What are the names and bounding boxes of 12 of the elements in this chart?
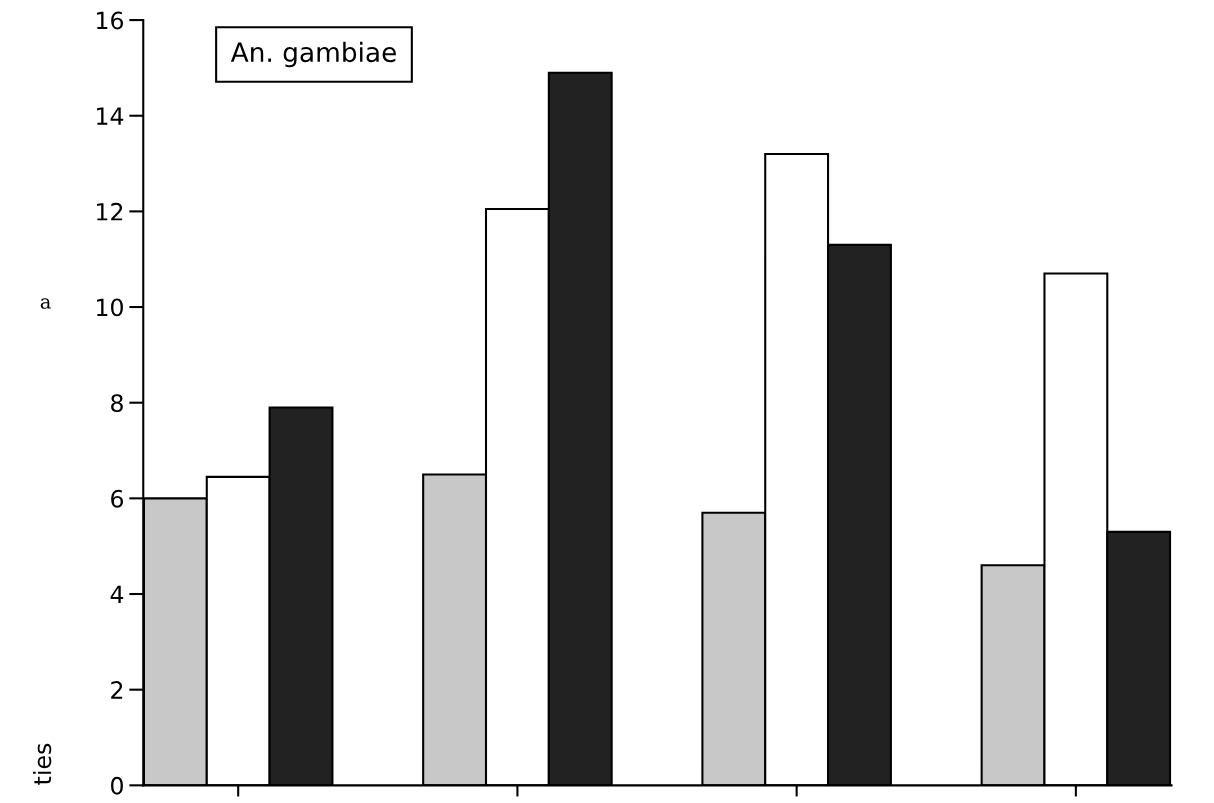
y-tick-label: 8 [111,394,123,413]
y-tick-label: 0 [111,776,123,795]
y-tick-label: 2 [111,681,123,699]
y-axis-title: ties [33,743,52,785]
y-tick-label: 6 [111,489,124,508]
y-tick-label: 4 [110,585,124,603]
y-tick-label: 16 [97,11,124,30]
text: a [40,298,51,309]
annotation: An. gambiae [230,41,396,68]
y-tick-label: 12 [97,202,123,221]
y-tick-label: 14 [97,107,124,125]
y-tick-label: 10 [97,298,123,317]
